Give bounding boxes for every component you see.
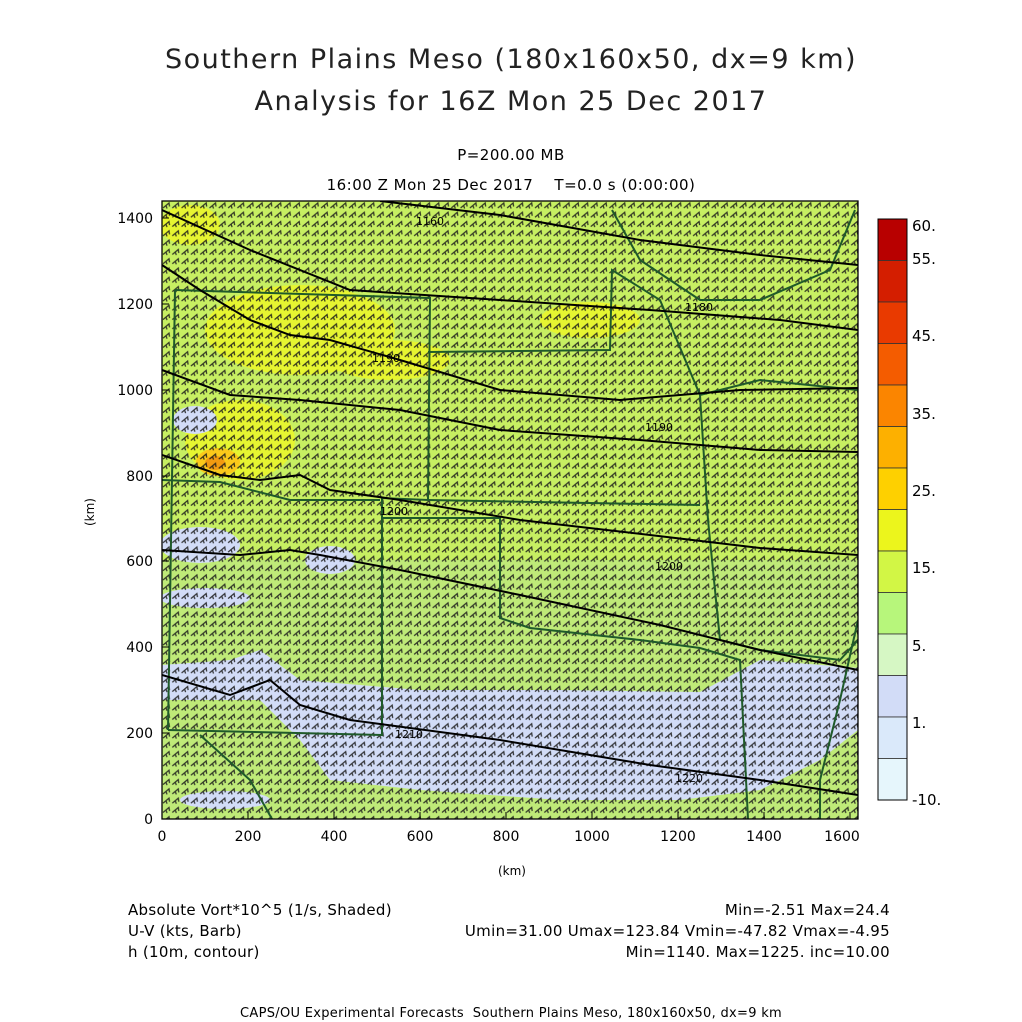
vorticity-shading — [162, 201, 858, 819]
legend-field3-name: h (10m, contour) — [128, 943, 260, 961]
boundary-2 — [382, 517, 749, 819]
boundary-1 — [167, 289, 432, 737]
contour-label: 1200 — [380, 505, 408, 518]
pressure-level: P=200.00 MB — [457, 146, 565, 164]
colorbar-box — [877, 343, 908, 386]
y-tick: 200 — [126, 726, 153, 742]
colorbar-box — [877, 550, 908, 593]
x-tick-labels: 0 200 400 600 800 1000 1200 1400 1600 (k… — [158, 829, 860, 878]
state-boundaries — [162, 209, 858, 819]
height-contours — [162, 201, 858, 796]
contour-label: 1180 — [685, 301, 713, 314]
y-axis-ticks — [162, 217, 169, 820]
x-tick: 0 — [158, 829, 167, 845]
colorbar-label: 1. — [912, 714, 926, 732]
colorbar-box — [877, 467, 908, 510]
colorbar-box — [877, 260, 908, 303]
title-line-1: Southern Plains Meso (180x160x50, dx=9 k… — [164, 44, 858, 75]
colorbar-box — [877, 675, 908, 718]
colorbar-box — [877, 218, 908, 261]
boundary-4 — [427, 499, 701, 506]
y-tick: 0 — [144, 812, 153, 828]
colorbar-label: 35. — [912, 405, 936, 423]
y-tick: 1200 — [117, 297, 153, 313]
colorbar-box — [877, 592, 908, 635]
y-tick-labels: 0 200 400 600 800 1000 1200 1400 — [117, 211, 153, 828]
contour-1160 — [379, 201, 858, 266]
y-tick: 800 — [126, 469, 153, 485]
valid-time: 16:00 Z Mon 25 Dec 2017 T=0.0 s (0:00:00… — [326, 176, 696, 194]
boundary-5 — [611, 209, 856, 301]
colorbar-box — [877, 716, 908, 759]
contour-1190b — [162, 454, 858, 556]
colorbar-box — [877, 301, 908, 344]
contour-label: 1190 — [372, 352, 400, 365]
legend-field1-name: Absolute Vort*10^5 (1/s, Shaded) — [128, 901, 392, 919]
contour-1200a — [162, 548, 858, 671]
colorbar-box — [877, 633, 908, 676]
contour-1170 — [162, 209, 858, 331]
colorbar-box — [877, 509, 908, 552]
colorbar-label: 55. — [912, 250, 936, 268]
contour-label: 1220 — [675, 772, 703, 785]
colorbar-box — [877, 384, 908, 427]
x-tick: 600 — [407, 829, 434, 845]
x-axis-ticks — [161, 812, 851, 819]
x-tick: 1000 — [574, 829, 610, 845]
legend-field3-stats: Min=1140. Max=1225. inc=10.00 — [625, 943, 890, 961]
y-tick: 1000 — [117, 383, 153, 399]
colorbar-box — [877, 758, 908, 801]
boundary-10 — [162, 479, 380, 501]
colorbar-label: 5. — [912, 637, 926, 655]
boundary-9 — [199, 734, 273, 819]
contour-1180 — [162, 264, 858, 402]
colorbar-label: 15. — [912, 559, 936, 577]
y-tick: 400 — [126, 640, 153, 656]
y-axis-label: (km) — [83, 498, 97, 526]
contour-label: 1210 — [395, 728, 423, 741]
x-axis-label: (km) — [498, 864, 526, 878]
y-tick: 600 — [126, 554, 153, 570]
colorbar-box — [877, 426, 908, 469]
x-tick: 200 — [235, 829, 262, 845]
boundary-8 — [819, 619, 858, 819]
colorbar-label: 25. — [912, 482, 936, 500]
colorbar-labels: 60. 55. 45. 35. 25. 15. 5. 1. -10. — [912, 217, 941, 809]
y-tick: 1400 — [117, 211, 153, 227]
colorbar: 60. 55. 45. 35. 25. 15. 5. 1. -10. — [877, 217, 941, 809]
legend-field2-name: U-V (kts, Barb) — [128, 922, 242, 940]
x-tick: 1200 — [660, 829, 696, 845]
contour-label: 1200 — [655, 560, 683, 573]
contour-label: 1160 — [416, 215, 444, 228]
footer-credit: CAPS/OU Experimental Forecasts Southern … — [240, 1006, 782, 1021]
legend-field1-stats: Min=-2.51 Max=24.4 — [724, 901, 890, 919]
boundary-3 — [427, 268, 721, 641]
colorbar-label: -10. — [912, 791, 941, 809]
contour-1210 — [162, 674, 858, 796]
contour-label: 1190 — [645, 421, 673, 434]
plot-frame — [161, 200, 859, 820]
x-tick: 400 — [321, 829, 348, 845]
contour-labels: 1160 1180 1190 1190 1200 1200 1210 1220 — [372, 215, 713, 785]
x-tick: 1600 — [824, 829, 860, 845]
colorbar-label: 45. — [912, 327, 936, 345]
legend-field2-stats: Umin=31.00 Umax=123.84 Vmin=-47.82 Vmax=… — [464, 922, 890, 940]
boundary-6 — [699, 378, 858, 396]
x-tick: 1400 — [746, 829, 782, 845]
contour-1190a — [162, 369, 858, 453]
x-tick: 800 — [493, 829, 520, 845]
title-line-2: Analysis for 16Z Mon 25 Dec 2017 — [254, 86, 768, 117]
colorbar-label: 60. — [912, 217, 936, 235]
